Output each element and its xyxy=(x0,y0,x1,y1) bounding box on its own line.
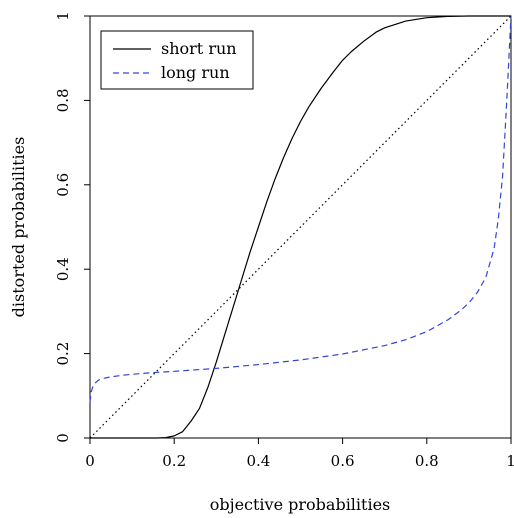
y-tick-label: 1 xyxy=(54,11,72,21)
legend-label-long-run: long run xyxy=(161,63,230,82)
series-short-run-line xyxy=(90,15,511,439)
y-tick-label: 0.6 xyxy=(54,173,72,197)
x-tick-label: 0.2 xyxy=(162,452,186,470)
diagonal-reference-line xyxy=(89,15,512,439)
x-tick-label: 1 xyxy=(506,452,514,470)
y-axis-title: distorted probabilities xyxy=(9,137,28,318)
series-layer xyxy=(89,15,512,439)
y-tick-label: 0.2 xyxy=(54,342,72,366)
x-tick-label: 0.6 xyxy=(331,452,355,470)
y-tick-label: 0.4 xyxy=(54,257,72,281)
legend-box xyxy=(100,30,254,90)
y-tick-label: 0.8 xyxy=(54,88,72,112)
plot-frame xyxy=(89,15,512,439)
legend-label-short-run: short run xyxy=(161,39,237,58)
x-tick-label: 0.8 xyxy=(415,452,439,470)
series-long-run-line xyxy=(89,15,512,403)
x-tick-label: 0.4 xyxy=(246,452,270,470)
x-axis: 0 0.2 0.4 0.6 0.8 1 xyxy=(85,438,514,470)
y-tick-label: 0 xyxy=(54,433,72,443)
x-axis-title: objective probabilities xyxy=(210,495,391,514)
y-axis: 0 0.2 0.4 0.6 0.8 1 xyxy=(54,11,90,443)
legend: short run long run xyxy=(100,30,254,90)
x-tick-label: 0 xyxy=(85,452,95,470)
